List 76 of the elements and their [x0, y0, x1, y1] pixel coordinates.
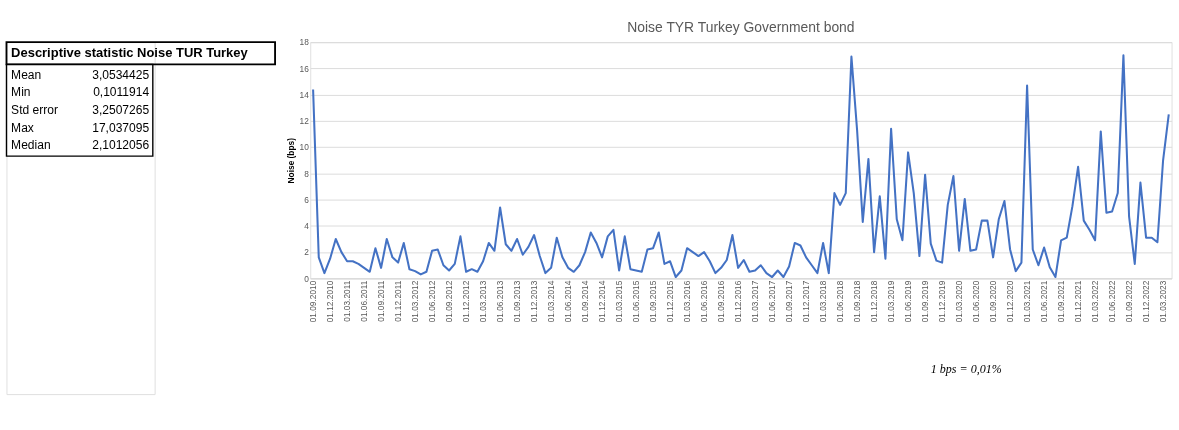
x-tick-label: 01.12.2018 — [869, 280, 880, 323]
x-tick-label: 01.09.2013 — [512, 280, 523, 323]
x-tick-label: 01.06.2022 — [1107, 280, 1118, 323]
y-tick-label: 0 — [304, 273, 310, 284]
x-tick-label: 01.03.2021 — [1022, 280, 1033, 323]
x-tick-label: 01.12.2012 — [461, 280, 472, 323]
x-tick-label: 01.03.2022 — [1090, 280, 1101, 323]
y-tick-label: 16 — [299, 63, 310, 74]
y-tick-label: 4 — [304, 221, 310, 232]
y-tick-label: 14 — [299, 89, 310, 100]
y-axis-title: Noise (bps) — [286, 137, 297, 184]
x-tick-label: 01.06.2021 — [1039, 280, 1050, 323]
x-tick-label: 01.12.2016 — [733, 280, 744, 323]
x-tick-label: 01.12.2020 — [1005, 280, 1016, 323]
x-tick-label: 01.06.2014 — [563, 280, 574, 323]
x-tick-label: 01.03.2019 — [886, 280, 897, 323]
x-tick-label: 01.03.2020 — [954, 280, 965, 323]
x-tick-label: 01.09.2017 — [784, 280, 795, 323]
x-tick-label: 01.12.2013 — [529, 280, 540, 323]
y-tick-label: 2 — [304, 247, 310, 258]
y-tick-label: 12 — [299, 116, 310, 127]
x-tick-label: 01.12.2019 — [937, 280, 948, 323]
y-tick-label: 18 — [299, 37, 310, 48]
x-tick-label: 01.09.2015 — [648, 280, 659, 323]
x-tick-label: 01.09.2020 — [988, 280, 999, 323]
chart-title: Noise TYR Turkey Government bond — [627, 18, 855, 35]
x-tick-label: 01.09.2019 — [920, 280, 931, 323]
text: 2,1012056 — [92, 138, 150, 153]
x-tick-label: 01.09.2021 — [1056, 280, 1067, 323]
text: Mean — [11, 67, 42, 82]
x-tick-label: 01.06.2015 — [631, 280, 642, 323]
x-tick-label: 01.06.2020 — [971, 280, 982, 323]
x-tick-label: 01.06.2016 — [699, 280, 710, 323]
text: Descriptive statistic Noise TUR Turkey — [11, 45, 249, 60]
text: Std error — [11, 102, 58, 117]
x-tick-label: 01.12.2014 — [597, 280, 608, 323]
x-tick-label: 01.03.2018 — [818, 280, 829, 323]
x-tick-label: 01.12.2021 — [1073, 280, 1084, 323]
x-tick-label: 01.09.2022 — [1124, 280, 1135, 323]
x-tick-label: 01.06.2017 — [767, 280, 778, 323]
y-tick-label: 10 — [299, 142, 310, 153]
x-tick-label: 01.12.2022 — [1141, 280, 1152, 323]
text: Max — [11, 120, 34, 135]
x-tick-label: 01.06.2013 — [495, 280, 506, 323]
text: 17,037095 — [92, 120, 150, 135]
x-tick-label: 01.12.2010 — [325, 280, 336, 323]
x-tick-label: 01.03.2014 — [546, 280, 557, 323]
x-tick-label: 01.09.2010 — [308, 280, 319, 323]
x-tick-label: 01.09.2011 — [376, 280, 387, 322]
x-tick-label: 01.06.2019 — [903, 280, 914, 323]
x-tick-label: 01.03.2011 — [342, 280, 353, 322]
y-tick-label: 6 — [304, 194, 310, 205]
x-tick-label: 01.06.2011 — [359, 280, 370, 322]
y-tick-label: 8 — [304, 168, 310, 179]
x-tick-label: 01.03.2013 — [478, 280, 489, 323]
text: 3,2507265 — [92, 102, 150, 117]
x-tick-label: 01.09.2018 — [852, 280, 863, 323]
text: Median — [11, 138, 51, 153]
x-tick-label: 01.06.2012 — [427, 280, 438, 323]
x-tick-label: 01.12.2011 — [393, 280, 404, 322]
x-tick-label: 01.03.2015 — [614, 280, 625, 323]
x-tick-label: 01.12.2015 — [665, 280, 676, 323]
x-tick-label: 01.12.2017 — [801, 280, 812, 323]
line-series — [312, 54, 1170, 279]
text: Min — [11, 85, 31, 100]
x-tick-label: 01.03.2016 — [682, 280, 693, 323]
text: 1 bps = 0,01% — [930, 361, 1002, 376]
x-tick-label: 01.09.2012 — [444, 280, 455, 323]
text: 0,1011914 — [93, 85, 150, 100]
x-tick-label: 01.06.2018 — [835, 280, 846, 323]
text: 3,0534425 — [92, 67, 150, 82]
x-tick-label: 01.03.2023 — [1158, 280, 1169, 323]
x-tick-label: 01.03.2012 — [410, 280, 421, 323]
x-tick-label: 01.03.2017 — [750, 280, 761, 323]
x-tick-label: 01.09.2016 — [716, 280, 727, 323]
x-tick-label: 01.09.2014 — [580, 280, 591, 323]
